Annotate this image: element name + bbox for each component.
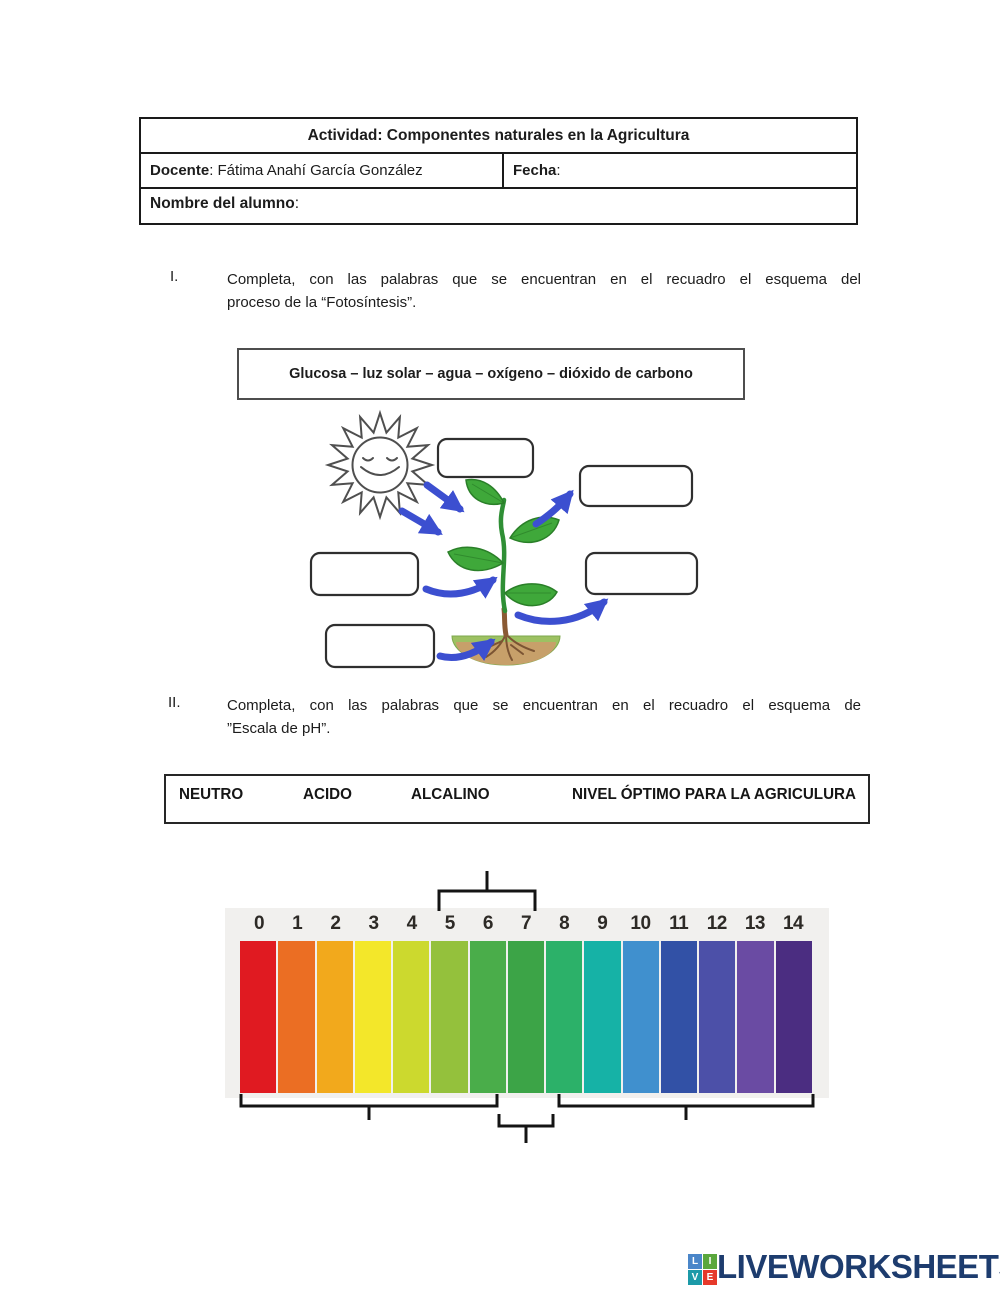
- ph-color-segment: [660, 941, 698, 1093]
- photosynthesis-diagram: [309, 409, 699, 669]
- ph-number: 4: [406, 913, 418, 934]
- docente-label: Docente: [150, 162, 210, 179]
- ph-color-segment: [316, 941, 353, 1093]
- word-bank-item: NIVEL ÓPTIMO PARA LA AGRICULURA: [572, 786, 857, 803]
- section2-numeral: II.: [168, 694, 181, 711]
- arrow-plant-to-middle-right: [514, 598, 609, 625]
- ph-number: 8: [559, 913, 570, 934]
- ph-color-segment: [546, 941, 583, 1093]
- bracket-alkaline-range: [557, 1094, 815, 1120]
- activity-title: Actividad: Componentes naturales en la A…: [141, 119, 856, 154]
- arrow-sunlight-2: [398, 507, 443, 536]
- section1-line1: Completa, con las palabras que se encuen…: [227, 271, 861, 288]
- ph-color-segment: [469, 941, 506, 1093]
- ph-number: 11: [669, 913, 689, 934]
- ph-number: 7: [521, 913, 532, 934]
- ph-number: 6: [482, 913, 494, 934]
- docente-value: : Fátima Anahí García González: [209, 162, 423, 179]
- section2-line1: Completa, con las palabras que se encuen…: [227, 697, 861, 714]
- ph-color-segment: [775, 941, 812, 1093]
- ph-number: 2: [330, 913, 341, 934]
- ph-color-bar: [240, 941, 812, 1093]
- word-bank-item: ACIDO: [303, 786, 352, 803]
- ph-color-segment: [737, 941, 774, 1093]
- arrow-plant-to-upper-right: [532, 489, 574, 528]
- ph-number: 0: [254, 913, 265, 934]
- sun-icon: [324, 409, 436, 521]
- nombre-suffix: :: [294, 195, 299, 212]
- ph-number: 14: [782, 913, 804, 934]
- logo-letter-square: E: [703, 1270, 717, 1285]
- ph-color-segment: [431, 941, 468, 1093]
- ph-number: 10: [630, 913, 651, 934]
- liveworksheets-wordmark: LIVEWORKSHEETS: [717, 1248, 1000, 1285]
- logo-letter-square: I: [703, 1254, 717, 1269]
- logo-letter-square: V: [688, 1270, 702, 1285]
- ph-color-segment: [393, 941, 430, 1093]
- answer-box-middle-right[interactable]: [584, 551, 699, 596]
- nombre-cell: Nombre del alumno:: [141, 189, 856, 223]
- logo-letter-square: L: [688, 1254, 702, 1269]
- ph-color-segment: [507, 941, 545, 1093]
- section1-instructions: Completa, con las palabras que se encuen…: [227, 268, 861, 314]
- section2-line2: ”Escala de pH”.: [227, 720, 331, 737]
- ph-color-segment: [278, 941, 315, 1093]
- ph-number: 13: [744, 913, 766, 934]
- ph-color-segment: [584, 941, 621, 1093]
- docente-cell: Docente: Fátima Anahí García González: [141, 154, 504, 187]
- header-table: Actividad: Componentes naturales en la A…: [139, 117, 858, 225]
- ph-scale: 0 1 2 3 4 5 6 7 8 9 10 11 12 13 14: [225, 908, 829, 1098]
- answer-box-top[interactable]: [436, 437, 535, 479]
- arrow-left-to-plant: [422, 576, 498, 599]
- answer-box-bottom-left[interactable]: [324, 623, 436, 669]
- fecha-label: Fecha: [513, 162, 557, 179]
- ph-number: 9: [597, 913, 608, 934]
- arrow-left-to-roots: [436, 638, 496, 661]
- bracket-optimal-range: [437, 871, 537, 911]
- ph-number: 5: [444, 913, 456, 934]
- answer-box-upper-right[interactable]: [578, 464, 694, 508]
- word-bank-item: NEUTRO: [179, 786, 244, 803]
- word-bank-photosynthesis: Glucosa – luz solar – agua – oxígeno – d…: [237, 348, 745, 400]
- ph-color-segment: [622, 941, 659, 1093]
- plant-icon: [447, 478, 561, 666]
- ph-color-segment: [354, 941, 392, 1093]
- ph-color-segment: [699, 941, 736, 1093]
- section1-line2: proceso de la “Fotosíntesis”.: [227, 294, 417, 311]
- ph-number: 12: [706, 913, 728, 934]
- section1-numeral: I.: [170, 268, 179, 285]
- arrow-sunlight-1: [423, 481, 465, 513]
- fecha-suffix: :: [556, 162, 561, 179]
- ph-color-segment: [240, 941, 277, 1093]
- nombre-label: Nombre del alumno: [150, 195, 295, 212]
- word-bank-ph: NEUTRO ACIDO ALCALINO NIVEL ÓPTIMO PARA LA …: [164, 774, 870, 824]
- fecha-cell: Fecha:: [504, 154, 856, 187]
- ph-number: 1: [292, 913, 303, 934]
- ph-number-row: 0 1 2 3 4 5 6 7 8 9 10 11 12 13 14: [240, 913, 812, 939]
- answer-box-middle-left[interactable]: [309, 551, 420, 597]
- bracket-acid-range: [239, 1094, 499, 1120]
- bracket-neutral: [497, 1114, 555, 1143]
- section2-instructions: Completa, con las palabras que se encuen…: [227, 694, 861, 740]
- word-bank-item: ALCALINO: [411, 786, 490, 803]
- ph-number: 3: [368, 913, 379, 934]
